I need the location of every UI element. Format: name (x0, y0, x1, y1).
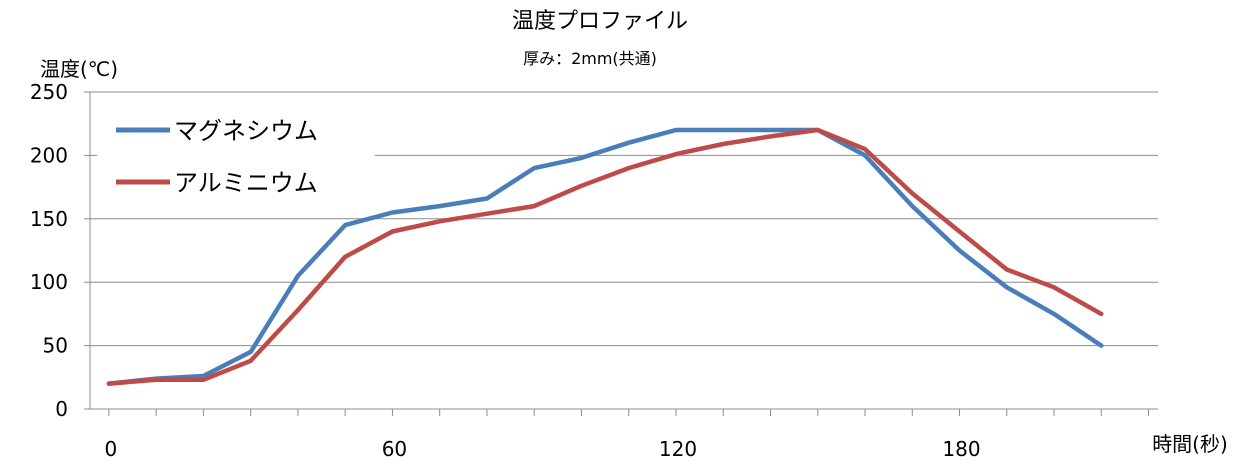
legend-box (97, 100, 375, 208)
chart-title: 温度プロファイル (512, 9, 688, 34)
y-tick-labels: 0 50 100 150 200 250 (30, 80, 68, 421)
x-tick-label: 60 (382, 437, 407, 461)
y-tick-label: 100 (30, 270, 68, 294)
axes (84, 91, 1158, 416)
x-tick-label: 120 (659, 437, 697, 461)
series-line-0 (106, 127, 1104, 386)
legend-label-1: アルミニウム (174, 169, 318, 197)
x-tick-labels: 0 60 120 180 (105, 437, 981, 461)
chart-subtitle: 厚み：2mm(共通) (523, 49, 657, 68)
x-tick-label: 0 (105, 437, 118, 461)
y-tick-label: 150 (30, 207, 68, 231)
series-lines (106, 127, 1104, 386)
x-tick-label: 180 (942, 437, 980, 461)
y-tick-label: 250 (30, 80, 68, 104)
series-line-1 (106, 127, 1104, 386)
legend-label-0: マグネシウム (174, 117, 318, 145)
y-tick-label: 50 (43, 334, 68, 358)
y-tick-label: 200 (30, 143, 68, 167)
x-axis-label: 時間(秒) (1152, 432, 1228, 456)
y-tick-label: 0 (55, 397, 68, 421)
y-axis-label: 温度(℃) (40, 57, 118, 81)
